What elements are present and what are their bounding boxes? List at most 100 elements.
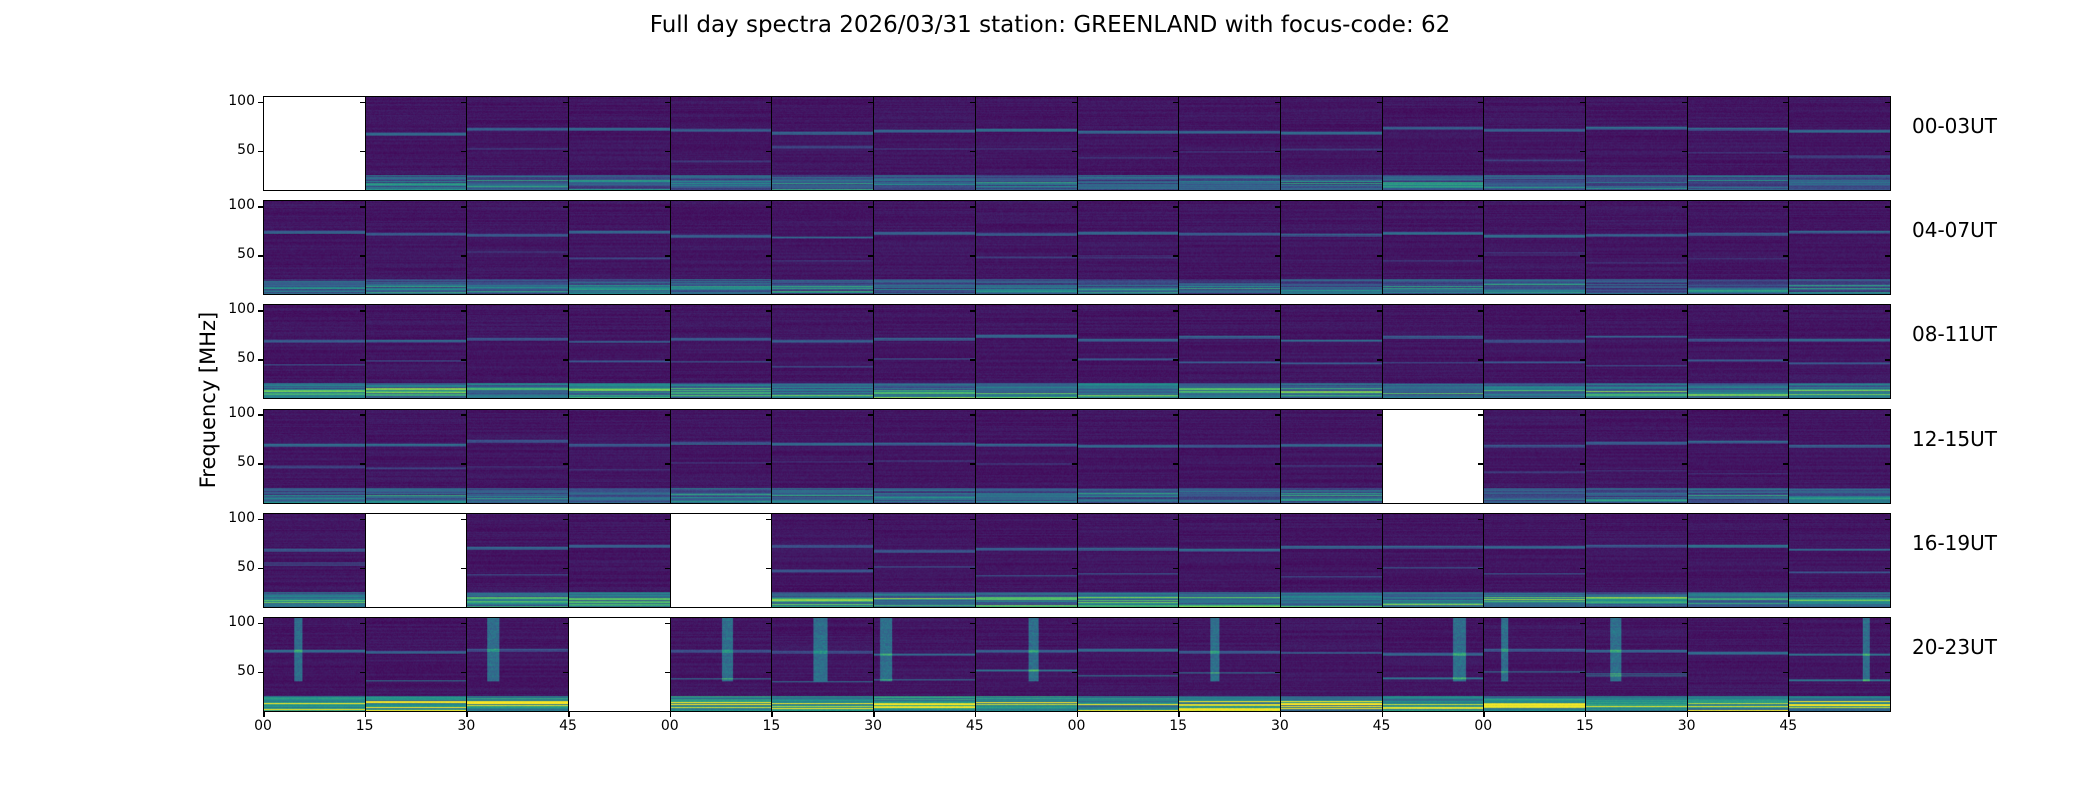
spectrum-panel: [1584, 96, 1688, 191]
y-tick-mark: [1173, 255, 1179, 257]
y-tick-mark: [1783, 310, 1789, 312]
y-tick-mark: [1681, 101, 1687, 104]
y-tick-mark: [1579, 567, 1585, 570]
x-tick-mark: [263, 712, 265, 717]
spectrum-panel: [771, 304, 875, 400]
spectrogram: [1687, 513, 1789, 607]
y-tick-mark: [1071, 518, 1077, 521]
y-tick-mark: [868, 255, 874, 257]
y-tick-mark: [1783, 206, 1789, 208]
y-tick-mark: [1376, 567, 1382, 570]
y-tick-mark: [1478, 255, 1484, 257]
spectrum-panel: [974, 200, 1078, 296]
y-tick-mark: [1376, 518, 1382, 521]
spectrum-panel: [669, 408, 773, 504]
y-tick-mark: [1071, 206, 1077, 208]
spectrum-panel: [873, 512, 976, 608]
y-tick-mark: [1274, 101, 1280, 104]
y-tick-mark: [1274, 671, 1280, 674]
y-tick-mark: [461, 463, 467, 465]
spectrum-panel: [263, 408, 366, 504]
spectrogram: [670, 618, 772, 711]
spectrum-panel: [974, 512, 1078, 608]
x-tick-label: 45: [559, 718, 577, 734]
y-tick-mark: [1478, 310, 1484, 312]
y-tick-mark: [664, 671, 670, 674]
y-tick-mark: [1885, 101, 1890, 104]
spectrum-panel: [364, 304, 468, 400]
y-tick-mark: [1478, 414, 1484, 416]
spectrogram: [1179, 618, 1280, 711]
y-tick-mark: [664, 463, 670, 465]
x-tick-label: 15: [355, 718, 374, 734]
row-label: 08-11UT: [1912, 322, 1997, 347]
spectrogram: [1077, 201, 1179, 295]
y-tick-mark: [1783, 463, 1789, 465]
y-tick-mark: [563, 255, 569, 257]
y-tick-mark: [359, 567, 365, 570]
spectrogram: [1179, 305, 1280, 399]
y-tick-mark: [766, 150, 772, 153]
y-tick-mark: [1681, 622, 1687, 625]
spectrum-panel: [1788, 96, 1891, 191]
y-tick-mark: [563, 567, 569, 570]
x-tick-mark: [1279, 712, 1282, 717]
spectrum-panel: [669, 304, 773, 400]
x-tick-mark: [466, 712, 468, 717]
x-tick-label: 30: [457, 718, 476, 734]
spectrum-panel: [1279, 617, 1383, 712]
y-tick-mark: [1783, 150, 1789, 153]
x-tick-mark: [1584, 712, 1587, 717]
y-tick-mark: [1071, 622, 1077, 625]
y-tick-mark: [461, 150, 467, 153]
spectrum-panel: [669, 200, 773, 296]
spectrum-panel: [1686, 96, 1790, 191]
spectrum-panel: [669, 617, 773, 712]
x-tick-mark: [1178, 712, 1180, 717]
spectrum-panel: [263, 304, 366, 400]
spectrogram: [670, 409, 772, 503]
spectrogram: [1382, 305, 1484, 399]
spectrogram: [467, 513, 569, 607]
spectrogram: [1077, 305, 1179, 399]
spectrum-panel: [1279, 304, 1383, 400]
y-tick-mark: [1173, 101, 1179, 104]
y-tick-mark: [1173, 671, 1179, 674]
y-tick-mark: [1274, 518, 1280, 521]
spectrum-panel: [1686, 512, 1790, 608]
y-tick-mark: [969, 567, 975, 570]
y-tick-mark: [1681, 671, 1687, 674]
chart-title: Full day spectra 2026/03/31 station: GRE…: [649, 12, 1451, 38]
y-tick-mark: [766, 414, 772, 416]
spectrum-panel: [263, 200, 366, 296]
spectrogram: [975, 409, 1077, 503]
spectrum-panel: [466, 200, 570, 296]
y-tick-mark: [969, 359, 975, 361]
y-tick-mark: [1071, 310, 1077, 312]
y-tick-mark: [664, 255, 670, 257]
y-tick-mark: [1376, 463, 1382, 465]
spectrum-panel: [1788, 617, 1891, 712]
spectrum-panel: [1178, 512, 1281, 608]
y-tick-mark: [1071, 150, 1077, 153]
x-tick-mark: [771, 712, 773, 717]
y-tick-mark: [1579, 518, 1585, 521]
y-tick-mark: [969, 622, 975, 625]
spectrogram: [1789, 97, 1890, 190]
spectrum-panel: [364, 617, 468, 712]
spectrum-panel: [771, 408, 875, 504]
y-tick-mark: [1274, 622, 1280, 625]
spectrum-panel: [1279, 200, 1383, 296]
spectrogram: [1382, 97, 1484, 190]
y-tick-mark: [1579, 671, 1585, 674]
y-tick-mark: [1579, 310, 1585, 312]
y-tick-mark: [1885, 463, 1890, 465]
y-tick-mark: [1885, 567, 1890, 570]
spectrogram: [1585, 305, 1687, 399]
x-tick-label: 30: [1270, 718, 1289, 734]
spectrum-panel: [1584, 512, 1688, 608]
spectrum-panel: [364, 408, 468, 504]
spectrogram: [1484, 201, 1585, 295]
y-tick-mark: [258, 150, 263, 153]
y-tick-label: 100: [228, 301, 255, 318]
